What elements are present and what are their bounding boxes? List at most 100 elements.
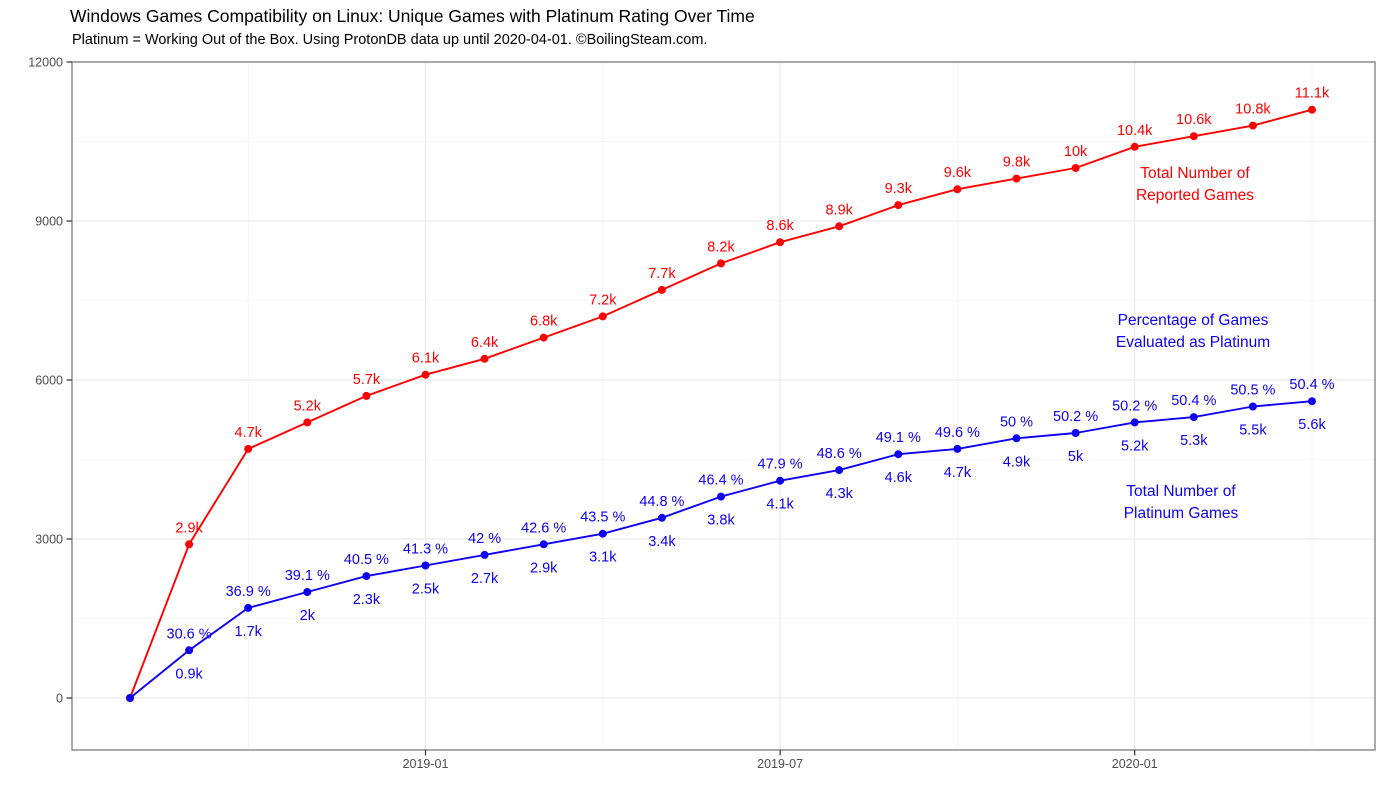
data-point-reported bbox=[421, 370, 430, 379]
data-point-reported bbox=[835, 222, 844, 231]
data-point-reported bbox=[539, 333, 548, 342]
annotation-line: Total Number of bbox=[1140, 165, 1250, 182]
data-point-platinum bbox=[185, 646, 194, 655]
data-point-reported bbox=[1130, 142, 1139, 151]
annotation-line: Percentage of Games bbox=[1118, 312, 1269, 329]
data-point-platinum bbox=[717, 492, 725, 501]
data-point-platinum bbox=[1189, 413, 1198, 422]
y-tick-label: 12000 bbox=[28, 56, 63, 70]
data-label-platinum-count: 1.7k bbox=[234, 624, 262, 640]
data-label-platinum-percent: 49.6 % bbox=[935, 425, 980, 441]
data-label-platinum-count: 0.9k bbox=[175, 666, 203, 682]
data-label-platinum-count: 3.4k bbox=[648, 534, 676, 550]
data-label-reported-count: 10.6k bbox=[1176, 112, 1212, 128]
data-label-reported-count: 8.6k bbox=[766, 218, 794, 234]
x-tick-label: 2019-01 bbox=[403, 757, 449, 771]
data-label-platinum-percent: 44.8 % bbox=[639, 494, 684, 510]
data-point-platinum bbox=[126, 694, 134, 702]
data-point-reported bbox=[480, 354, 489, 363]
axes: 0 3000 6000 9000 12000 2019-01 2019-07 2020-01 bbox=[28, 56, 1157, 772]
data-label-reported-count: 6.8k bbox=[530, 314, 558, 330]
data-label-platinum-count: 5k bbox=[1068, 449, 1084, 465]
data-label-platinum-count: 4.1k bbox=[766, 497, 794, 513]
data-point-reported bbox=[894, 201, 903, 210]
data-label-platinum-count: 2k bbox=[300, 608, 316, 624]
data-label-platinum-percent: 50.2 % bbox=[1053, 409, 1098, 425]
data-label-platinum-count: 5.5k bbox=[1239, 423, 1267, 439]
data-point-platinum bbox=[598, 529, 607, 538]
annotation-1: Percentage of Games Evaluated as Platinum bbox=[1116, 312, 1270, 351]
data-point-reported bbox=[244, 444, 253, 453]
data-label-platinum-count: 4.7k bbox=[944, 465, 972, 481]
chart-title: Windows Games Compatibility on Linux: Un… bbox=[70, 6, 755, 26]
data-label-reported-count: 4.7k bbox=[234, 425, 262, 441]
data-label-platinum-percent: 36.9 % bbox=[226, 584, 271, 600]
data-point-platinum bbox=[539, 540, 548, 549]
data-label-reported-count: 2.9k bbox=[175, 520, 203, 536]
annotation-line: Total Number of bbox=[1126, 483, 1236, 500]
data-label-platinum-count: 4.9k bbox=[1003, 454, 1031, 470]
data-label-reported-count: 6.1k bbox=[412, 351, 440, 367]
series-platinum: 0.9k 30.6 % 1.7k 36.9 % 2k 39.1 % 2.3k 40.5 % 2.… bbox=[126, 377, 1335, 702]
data-label-platinum-count: 3.8k bbox=[707, 513, 735, 529]
data-point-reported bbox=[1189, 132, 1198, 141]
data-point-reported bbox=[362, 391, 371, 400]
y-tick-label: 0 bbox=[56, 692, 63, 706]
data-label-platinum-percent: 42 % bbox=[468, 531, 501, 547]
data-point-platinum bbox=[1071, 429, 1080, 437]
chart-subtitle: Platinum = Working Out of the Box. Using… bbox=[72, 32, 708, 48]
data-label-reported-count: 5.2k bbox=[294, 398, 322, 414]
data-label-reported-count: 8.9k bbox=[825, 202, 853, 218]
gridlines bbox=[72, 61, 1375, 750]
data-label-platinum-percent: 49.1 % bbox=[876, 430, 921, 446]
data-label-platinum-percent: 46.4 % bbox=[698, 473, 743, 489]
data-label-platinum-percent: 48.6 % bbox=[817, 446, 862, 462]
data-label-platinum-count: 2.7k bbox=[471, 571, 499, 587]
data-point-reported bbox=[598, 312, 607, 321]
data-label-reported-count: 7.7k bbox=[648, 266, 676, 282]
data-label-platinum-percent: 50.4 % bbox=[1289, 377, 1334, 393]
data-point-platinum bbox=[303, 588, 312, 596]
annotation-line: Evaluated as Platinum bbox=[1116, 334, 1270, 351]
data-point-platinum bbox=[894, 450, 903, 459]
data-label-platinum-count: 2.3k bbox=[353, 592, 381, 608]
data-label-platinum-count: 5.6k bbox=[1298, 417, 1326, 433]
data-point-platinum bbox=[776, 476, 785, 485]
data-point-platinum bbox=[480, 550, 489, 559]
data-point-reported bbox=[1012, 174, 1021, 183]
data-point-reported bbox=[953, 185, 962, 194]
annotation-0: Total Number of Reported Games bbox=[1136, 165, 1254, 204]
x-tick-label: 2020-01 bbox=[1112, 757, 1158, 771]
data-label-reported-count: 6.4k bbox=[471, 335, 499, 351]
data-point-reported bbox=[776, 238, 785, 247]
data-label-reported-count: 9.3k bbox=[885, 181, 913, 197]
data-label-platinum-percent: 39.1 % bbox=[285, 568, 330, 584]
data-point-platinum bbox=[362, 572, 371, 581]
data-point-platinum bbox=[953, 444, 962, 453]
data-label-reported-count: 9.6k bbox=[944, 165, 972, 181]
data-point-platinum bbox=[421, 561, 430, 570]
data-label-platinum-percent: 41.3 % bbox=[403, 542, 448, 558]
data-label-platinum-percent: 43.5 % bbox=[580, 510, 625, 526]
data-label-platinum-count: 5.2k bbox=[1121, 438, 1149, 454]
data-point-reported bbox=[303, 418, 312, 427]
data-label-platinum-percent: 50.5 % bbox=[1230, 383, 1275, 399]
data-point-platinum bbox=[1308, 397, 1316, 406]
data-label-reported-count: 9.8k bbox=[1003, 155, 1031, 171]
data-label-reported-count: 7.2k bbox=[589, 292, 617, 308]
data-label-platinum-percent: 47.9 % bbox=[758, 457, 803, 473]
data-point-platinum bbox=[244, 603, 253, 612]
data-point-reported bbox=[657, 285, 666, 294]
data-label-platinum-percent: 30.6 % bbox=[167, 626, 212, 642]
series-reported: 2.9k 4.7k 5.2k 5.7k 6.1k 6.4k 6.8k 7.2k 7.7k 8.2k… bbox=[126, 86, 1330, 702]
data-point-reported bbox=[185, 540, 194, 549]
data-label-platinum-count: 4.6k bbox=[885, 470, 913, 486]
data-label-reported-count: 8.2k bbox=[707, 239, 735, 255]
data-point-platinum bbox=[1248, 402, 1257, 411]
data-label-platinum-count: 3.1k bbox=[589, 550, 617, 566]
y-tick-label: 6000 bbox=[35, 374, 63, 388]
data-label-platinum-count: 5.3k bbox=[1180, 433, 1208, 449]
data-label-platinum-percent: 42.6 % bbox=[521, 520, 566, 536]
